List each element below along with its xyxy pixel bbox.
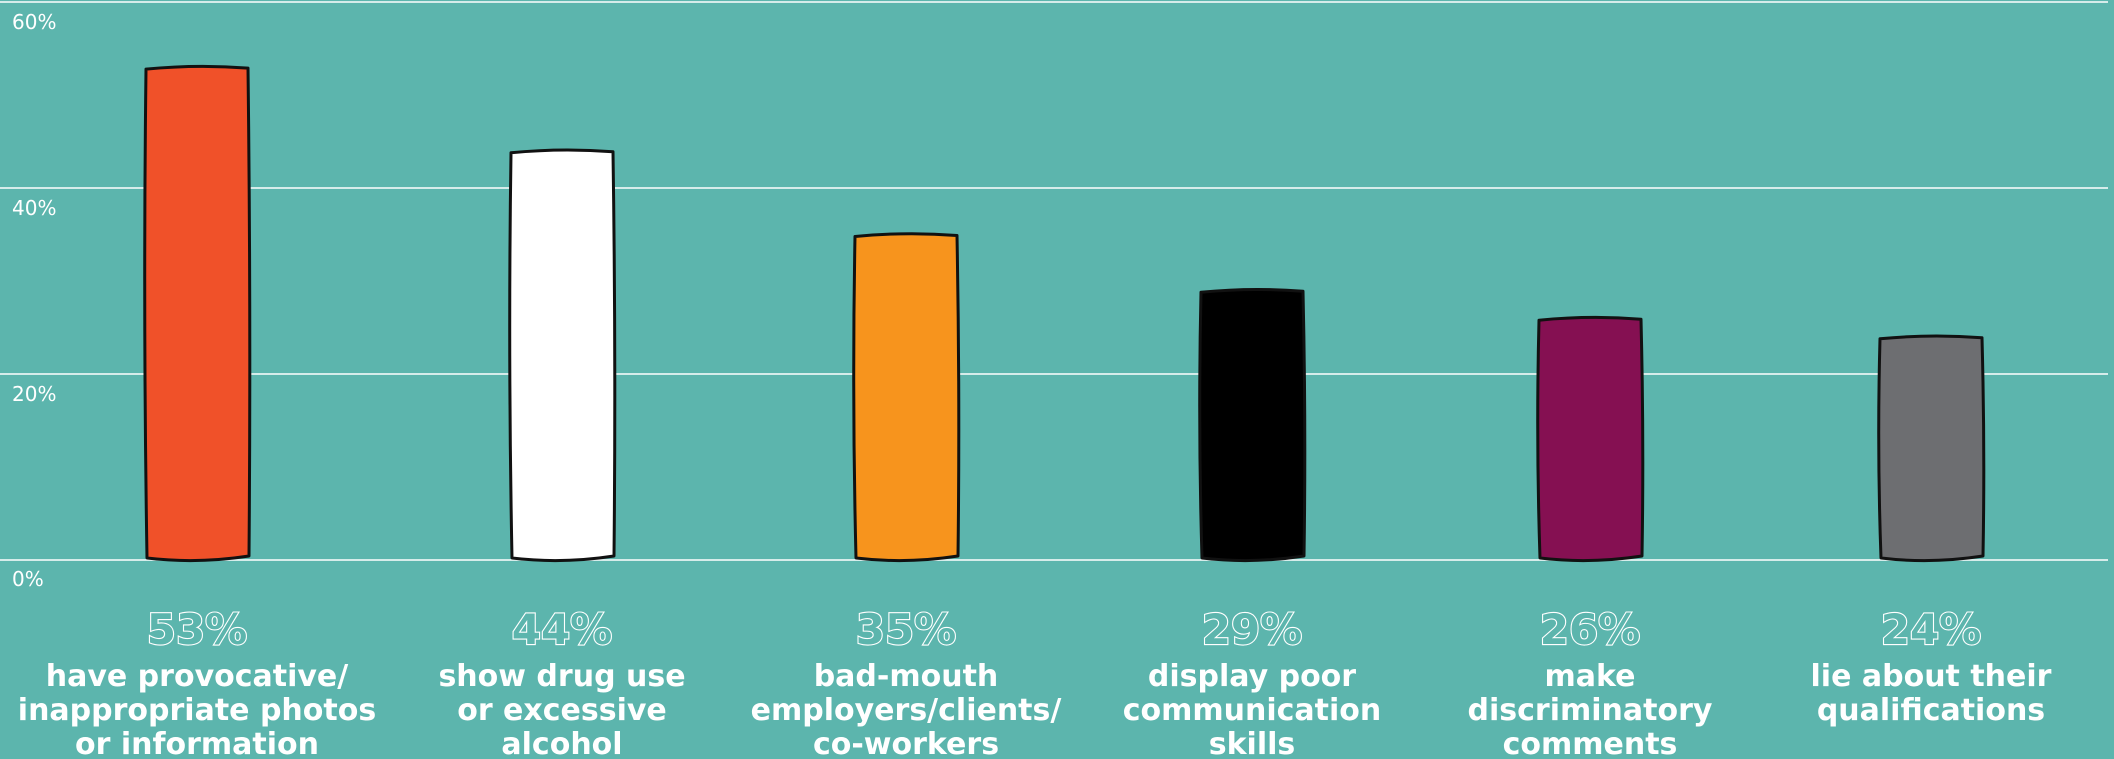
category-label-line: or information — [75, 727, 319, 759]
bar — [1198, 288, 1307, 563]
category-label-line: or excessive — [457, 693, 667, 728]
data-label: 53% — [147, 605, 248, 654]
bar — [1536, 315, 1645, 563]
data-label: 24% — [1881, 605, 1982, 654]
data-label: 35% — [856, 605, 957, 654]
data-label: 26% — [1540, 605, 1641, 654]
category-label-line: skills — [1209, 727, 1296, 759]
data-label: 44% — [512, 605, 613, 654]
category-label-line: discriminatory — [1468, 693, 1713, 728]
y-tick-label: 20% — [12, 382, 56, 406]
grid-layer: 0% 20% 40% 60% — [0, 1, 2108, 591]
category-label-line: have provocative/ — [46, 659, 349, 694]
category-label-line: qualifications — [1817, 693, 2045, 728]
y-tick-label: 60% — [12, 10, 56, 34]
labels-layer: 53% have provocative/inappropriate photos… — [18, 604, 2052, 759]
category-label-line: bad-mouth — [814, 659, 999, 694]
category-label-line: show drug use — [438, 659, 685, 694]
data-label: 29% — [1202, 605, 1303, 654]
category-label-line: comments — [1503, 727, 1678, 759]
category-label-line: co-workers — [813, 727, 999, 759]
bar — [143, 64, 252, 563]
category-label-line: display poor — [1148, 659, 1356, 694]
y-tick-label: 40% — [12, 196, 56, 220]
bar — [508, 148, 617, 563]
category-label-line: lie about their — [1811, 659, 2052, 694]
category-label-line: make — [1545, 659, 1636, 694]
y-tick-label: 0% — [12, 567, 44, 591]
category-label-line: communication — [1123, 693, 1382, 728]
category-label-line: employers/clients/ — [751, 693, 1062, 728]
category-label-line: alcohol — [501, 727, 622, 759]
category-label-line: inappropriate photos — [18, 693, 376, 728]
bars-layer — [143, 64, 1986, 563]
bar — [852, 232, 961, 563]
bar — [1877, 334, 1986, 563]
